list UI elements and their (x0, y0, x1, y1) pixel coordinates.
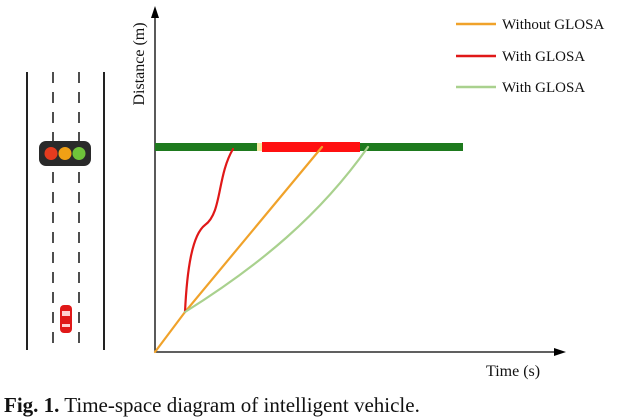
legend-label: With GLOSA (502, 49, 585, 65)
legend-label: With GLOSA (502, 80, 585, 96)
figure-caption: Fig. 1. Time-space diagram of intelligen… (4, 393, 640, 418)
trajectory-with-glosa-red (183, 147, 235, 314)
trajectories (153, 145, 370, 354)
legend-label: Without GLOSA (502, 17, 604, 33)
trajectory-with-glosa-green (183, 145, 370, 314)
trajectory-without-glosa (153, 145, 324, 354)
y-axis-label: Distance (m) (131, 22, 148, 105)
legend-item: With GLOSA (456, 49, 585, 65)
traffic-light-green-lamp (72, 147, 86, 160)
car-icon (60, 305, 72, 333)
caption-text: Time-space diagram of intelligent vehicl… (59, 393, 420, 417)
traffic-light-red-lamp (44, 147, 58, 160)
road-illustration (26, 72, 105, 350)
traffic-light-icon (39, 141, 91, 166)
car-body (60, 305, 72, 333)
y-axis-arrow (151, 6, 159, 18)
legend: Without GLOSA With GLOSA With GLOSA (456, 17, 604, 96)
traffic-light-amber-lamp (58, 147, 72, 160)
car-windshield (62, 311, 70, 316)
legend-item: Without GLOSA (456, 17, 604, 33)
caption-label: Fig. 1. (4, 393, 60, 417)
x-axis-arrow (554, 348, 566, 356)
signal-red-phase (262, 142, 360, 152)
x-axis-label: Time (s) (486, 363, 540, 380)
car-rear-window (62, 324, 70, 327)
axes: Distance (m) Time (s) (131, 6, 566, 380)
signal-timing-bar (155, 142, 463, 152)
signal-yellow-phase (257, 143, 262, 151)
legend-item: With GLOSA (456, 80, 585, 96)
